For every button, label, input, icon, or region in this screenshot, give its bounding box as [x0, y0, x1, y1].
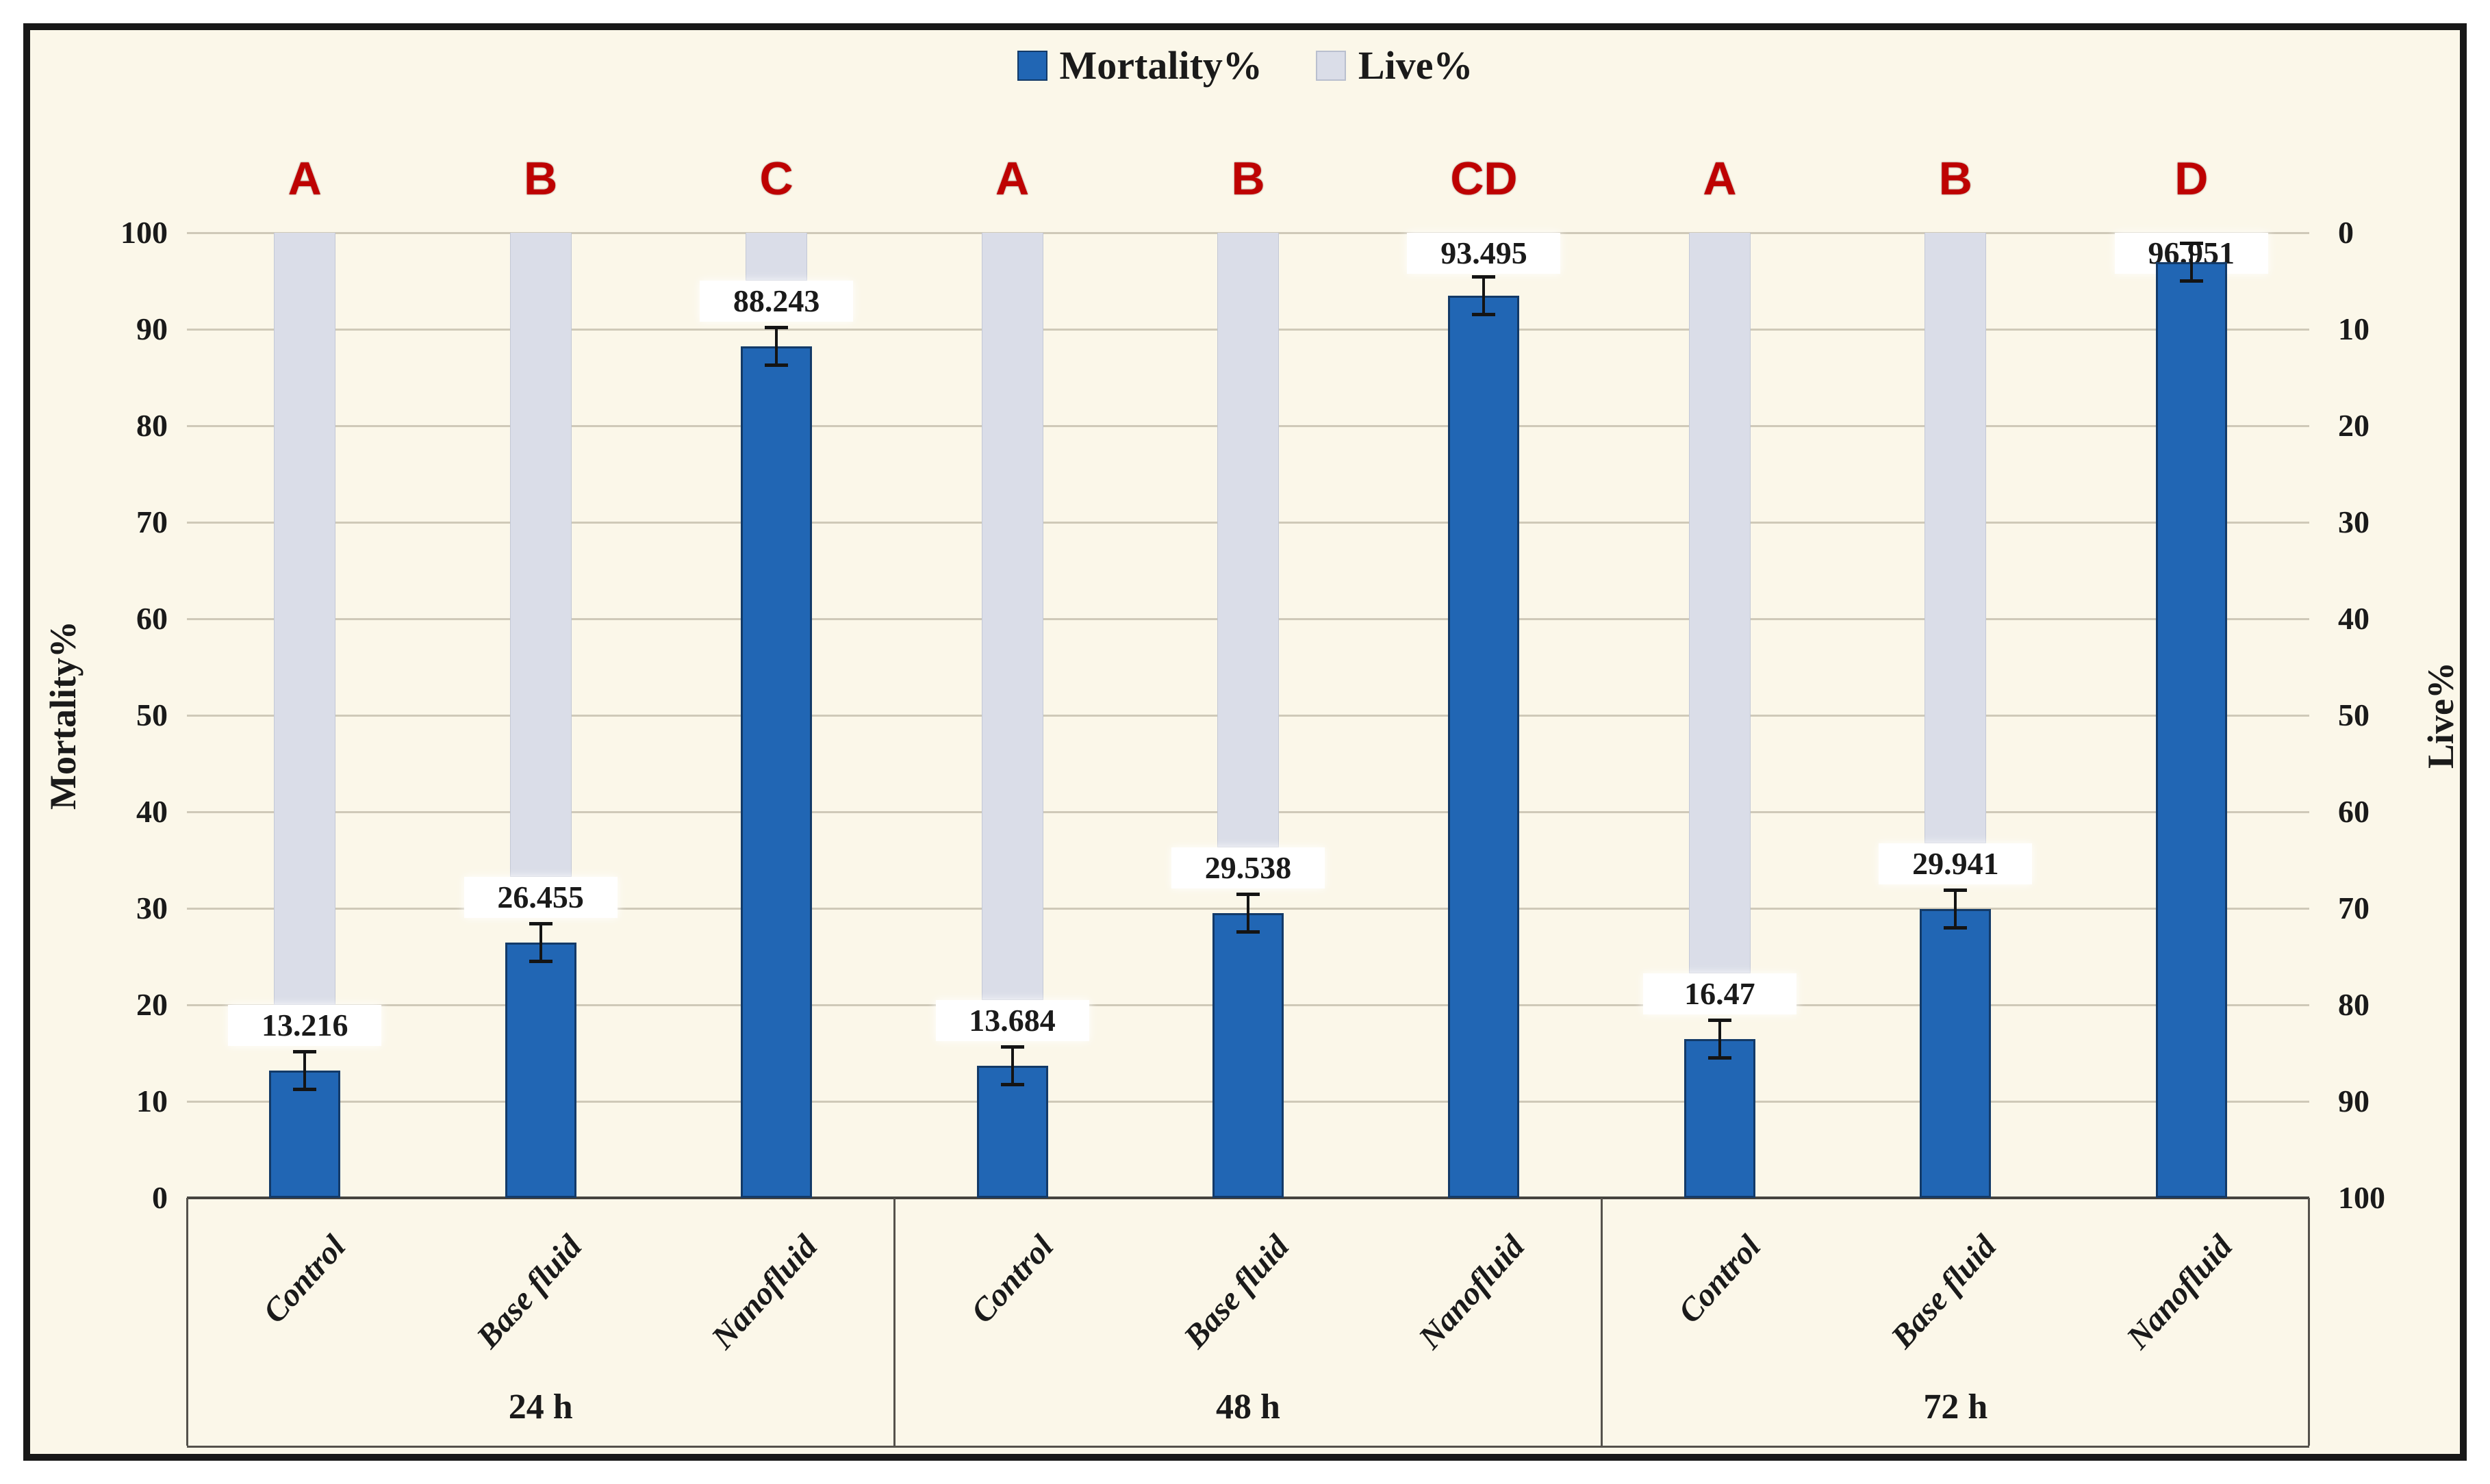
mortality-bar — [1684, 1038, 1755, 1198]
y-left-tick-label: 80 — [136, 408, 168, 443]
y-left-tick-label: 90 — [136, 311, 168, 346]
legend-item-mortality: Mortality% — [1017, 42, 1262, 88]
live-bar — [274, 233, 336, 1005]
error-bar — [1707, 1018, 1731, 1060]
y-right-tick-label: 70 — [2338, 891, 2370, 925]
value-label: 29.538 — [1171, 847, 1325, 888]
error-bar — [1000, 1045, 1024, 1087]
legend: Mortality% Live% — [0, 42, 2490, 88]
label-box-left-border — [186, 1198, 188, 1446]
live-bar — [1924, 233, 1987, 843]
label-box-bottom-border — [187, 1446, 2309, 1448]
significance-letter: B — [524, 153, 558, 205]
y-left-tick-label: 10 — [136, 1084, 168, 1118]
value-label: 16.47 — [1642, 973, 1796, 1014]
error-bar — [765, 325, 789, 367]
live-bar — [746, 233, 808, 281]
significance-letter: B — [1231, 153, 1265, 205]
value-label: 13.216 — [228, 1004, 382, 1046]
y-right-tick-label: 0 — [2338, 215, 2354, 250]
value-label: 29.941 — [1879, 843, 2033, 884]
y-left-tick-label: 30 — [136, 891, 168, 925]
mortality-bar — [1212, 912, 1284, 1198]
y-right-tick-label: 100 — [2338, 1180, 2385, 1215]
significance-letter: B — [1938, 153, 1972, 205]
value-label: 26.455 — [463, 876, 618, 918]
error-bar-bottom-cap — [1707, 1056, 1731, 1060]
y-left-tick-label: 50 — [136, 698, 168, 732]
y-right-tick-label: 40 — [2338, 601, 2370, 636]
error-bar-line — [1718, 1018, 1721, 1060]
legend-label: Mortality% — [1059, 43, 1262, 88]
label-box-right-border — [2308, 1198, 2310, 1446]
y-right-tick-label: 30 — [2338, 504, 2370, 539]
y-right-tick-label: 60 — [2338, 794, 2370, 829]
y-left-tick-label: 100 — [120, 215, 168, 250]
y-right-tick-label: 20 — [2338, 408, 2370, 443]
y-left-tick-label: 40 — [136, 794, 168, 829]
legend-label: Live% — [1358, 43, 1473, 88]
mortality-bar — [1448, 295, 1520, 1198]
error-bar-line — [1247, 892, 1249, 934]
error-bar-line — [1954, 888, 1957, 930]
significance-letter: D — [2174, 153, 2209, 205]
group-divider — [1601, 1198, 1603, 1446]
error-bar-line — [1482, 274, 1486, 316]
error-bar-bottom-cap — [1000, 1083, 1024, 1087]
y-right-tick-label: 80 — [2338, 987, 2370, 1022]
y-left-tick-label: 70 — [136, 504, 168, 539]
legend-item-live: Live% — [1315, 42, 1473, 88]
error-bar-bottom-cap — [2179, 279, 2203, 283]
mortality-bar — [2155, 261, 2227, 1198]
error-bar-bottom-cap — [293, 1087, 317, 1091]
significance-letter: C — [759, 153, 793, 205]
time-group-label: 24 h — [508, 1387, 573, 1427]
error-bar-bottom-cap — [765, 363, 789, 367]
error-bar — [1472, 274, 1496, 316]
error-bar-line — [539, 921, 542, 963]
error-bar — [1236, 892, 1260, 934]
time-group-label: 72 h — [1923, 1387, 1988, 1427]
error-bar — [529, 921, 552, 963]
value-label: 93.495 — [1407, 233, 1561, 274]
live-swatch-icon — [1315, 50, 1346, 81]
live-bar — [981, 233, 1043, 1001]
mortality-bar — [505, 942, 576, 1198]
x-axis-line — [187, 1197, 2309, 1199]
error-bar — [2179, 241, 2203, 283]
mortality-swatch-icon — [1017, 50, 1047, 81]
group-divider — [893, 1198, 895, 1446]
live-bar — [509, 233, 572, 877]
significance-letter: CD — [1450, 153, 1518, 205]
error-bar-line — [1011, 1045, 1014, 1087]
time-group-label: 48 h — [1216, 1387, 1280, 1427]
significance-letter: A — [995, 153, 1030, 205]
value-label: 88.243 — [700, 280, 854, 322]
error-bar — [293, 1049, 317, 1091]
y-right-tick-label: 90 — [2338, 1084, 2370, 1118]
error-bar — [1944, 888, 1968, 930]
live-bar — [1217, 233, 1279, 847]
mortality-bar — [741, 346, 813, 1198]
mortality-bar — [1920, 908, 1992, 1198]
error-bar-line — [775, 325, 778, 367]
y-right-tick-label: 10 — [2338, 311, 2370, 346]
y-left-tick-label: 0 — [152, 1180, 168, 1215]
error-bar-line — [303, 1049, 307, 1091]
y-left-tick-label: 20 — [136, 987, 168, 1022]
value-label: 13.684 — [935, 1000, 1089, 1042]
significance-letter: A — [1703, 153, 1737, 205]
y-right-tick-label: 50 — [2338, 698, 2370, 732]
significance-letter: A — [288, 153, 322, 205]
live-bar — [1688, 233, 1751, 973]
y-left-tick-label: 60 — [136, 601, 168, 636]
error-bar-bottom-cap — [529, 959, 552, 963]
error-bar-line — [2189, 241, 2193, 283]
error-bar-bottom-cap — [1944, 925, 1968, 930]
error-bar-bottom-cap — [1236, 930, 1260, 934]
error-bar-bottom-cap — [1472, 312, 1496, 316]
